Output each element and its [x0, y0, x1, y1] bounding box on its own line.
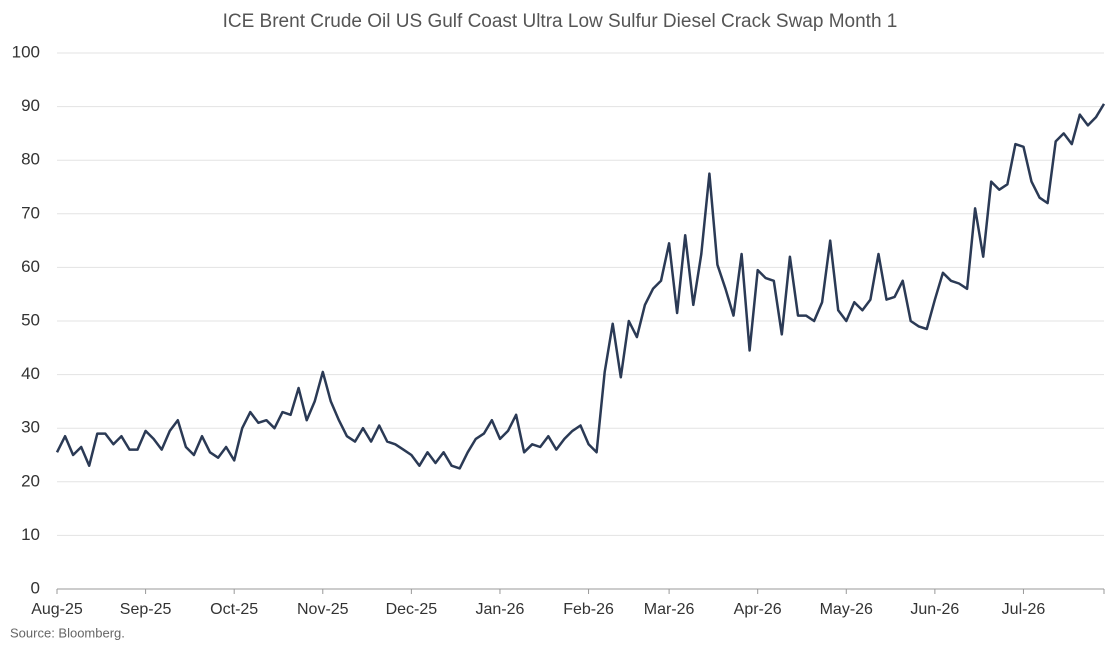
x-tick-label: May-26	[820, 601, 873, 618]
x-tick-label: Jun-26	[910, 601, 959, 618]
y-tick-label: 100	[12, 42, 40, 61]
x-tick-label: Mar-26	[644, 601, 695, 618]
x-tick-label: Jan-26	[476, 601, 525, 618]
y-tick-label: 60	[21, 257, 40, 276]
x-tick-label: Sep-25	[120, 601, 172, 618]
x-tick-label: Feb-26	[563, 601, 614, 618]
y-tick-label: 40	[21, 364, 40, 383]
y-tick-label: 0	[31, 578, 40, 597]
x-tick-label: Nov-25	[297, 601, 349, 618]
chart-title: ICE Brent Crude Oil US Gulf Coast Ultra …	[223, 11, 898, 32]
y-tick-label: 70	[21, 203, 40, 222]
y-tick-label: 10	[21, 525, 40, 544]
y-tick-label: 30	[21, 418, 40, 437]
y-tick-label: 20	[21, 471, 40, 490]
x-tick-label: Dec-25	[386, 601, 438, 618]
y-tick-label: 80	[21, 150, 40, 169]
x-tick-label: Oct-25	[210, 601, 258, 618]
x-tick-label: Apr-26	[734, 601, 782, 618]
source-note: Source: Bloomberg.	[10, 625, 125, 640]
x-tick-label: Aug-25	[31, 601, 83, 618]
y-tick-label: 90	[21, 96, 40, 115]
data-line	[55, 103, 1106, 470]
y-tick-label: 50	[21, 310, 40, 329]
x-tick-label: Jul-26	[1002, 601, 1046, 618]
